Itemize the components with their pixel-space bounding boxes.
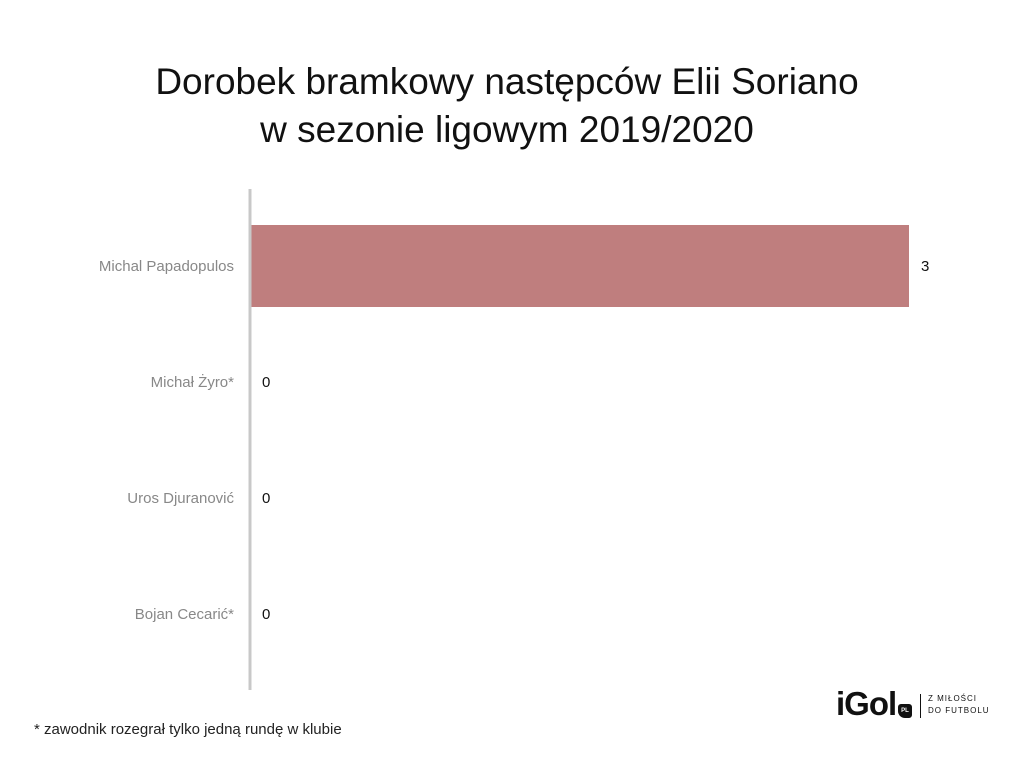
value-label: 0 [262, 490, 270, 507]
category-label: Michal Papadopulos [99, 258, 234, 275]
logo-wordmark: iGol [836, 685, 897, 722]
bar-chart: Michal Papadopulos 3 Michał Żyro* 0 Uros Dju… [99, 189, 929, 690]
logo-tagline-line-2: DO FUTBOLU [928, 706, 990, 715]
value-label: 0 [262, 374, 270, 391]
chart-title-line-2: w sezonie ligowym 2019/2020 [260, 109, 754, 150]
value-label: 0 [262, 606, 270, 623]
logo-tagline-line-1: Z MIŁOŚCI [928, 694, 978, 703]
category-label: Uros Djuranović [127, 490, 234, 507]
logo-tagline: Z MIŁOŚCI DO FUTBOLU [928, 693, 990, 717]
footnote: * zawodnik rozegrał tylko jedną rundę w … [34, 721, 342, 738]
chart-title: Dorobek bramkowy następców Elii Soriano … [0, 58, 1014, 154]
logo-separator [920, 694, 921, 718]
logo-badge: PL [898, 704, 912, 718]
igol-logo: iGol PL Z MIŁOŚCI DO FUTBOLU [836, 684, 996, 732]
bar [250, 225, 909, 307]
chart-title-line-1: Dorobek bramkowy następców Elii Soriano [155, 61, 859, 102]
value-label: 3 [921, 258, 929, 275]
category-label: Bojan Cecarić* [135, 606, 234, 623]
category-label: Michał Żyro* [151, 373, 235, 391]
